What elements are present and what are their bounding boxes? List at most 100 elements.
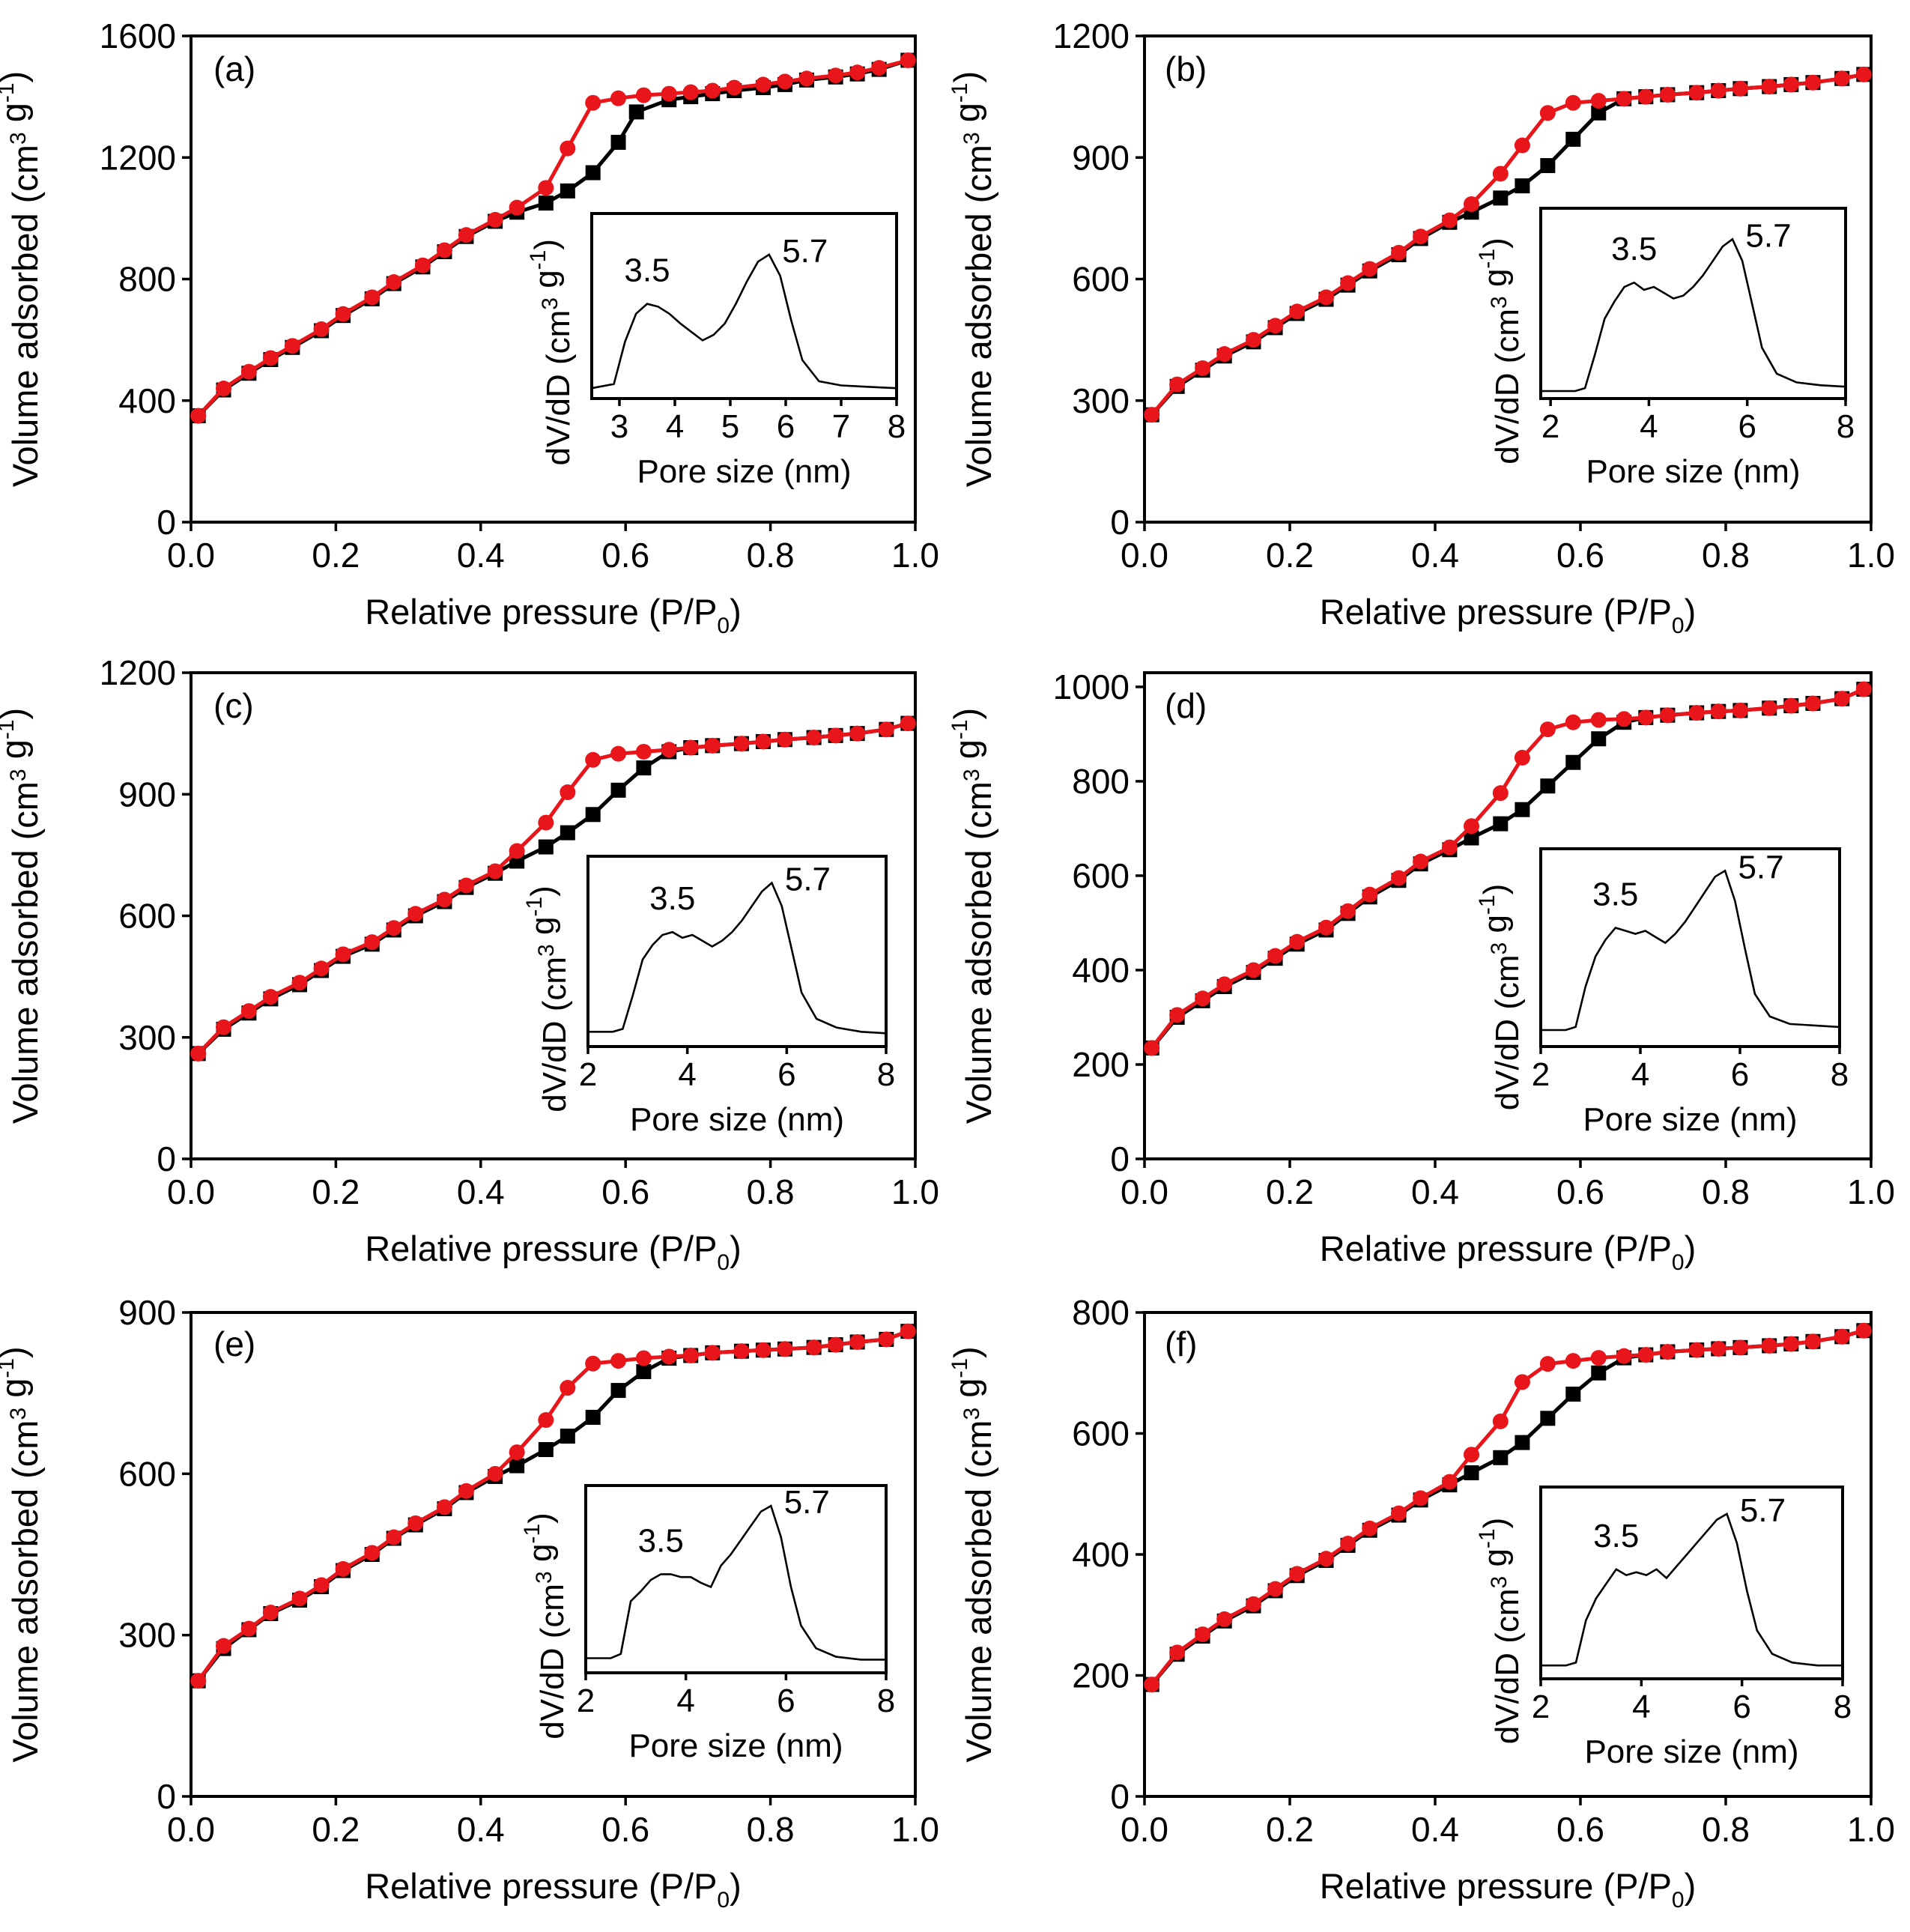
desorption-point [262, 1605, 279, 1621]
desorption-point [733, 736, 750, 752]
inset-x-axis-label: Pore size (nm) [630, 1101, 844, 1138]
x-tick-label: 0.0 [1121, 1172, 1168, 1211]
desorption-point [849, 725, 866, 742]
inset-x-tick-label: 2 [579, 1056, 597, 1093]
x-tick-label: 1.0 [1847, 1172, 1895, 1211]
desorption-point [313, 321, 330, 337]
inset-psd-curve [591, 253, 897, 390]
desorption-point [1289, 1566, 1306, 1582]
desorption-point [1464, 818, 1479, 835]
plot-frame [1143, 671, 1873, 1160]
panel-label: (c) [213, 686, 254, 725]
adsorption-point [1515, 802, 1530, 817]
y-tick-label: 600 [118, 1454, 176, 1493]
desorption-point [1362, 886, 1378, 903]
x-tick-label: 0.2 [312, 1172, 360, 1211]
adsorption-point [509, 1458, 525, 1474]
desorption-point [1761, 1337, 1777, 1354]
desorption-point [1169, 376, 1186, 393]
x-tick-label: 0.4 [1411, 1810, 1459, 1849]
desorption-point [1413, 228, 1429, 245]
desorption-point [1514, 749, 1530, 766]
adsorption-point [1591, 1365, 1607, 1381]
desorption-point [1216, 976, 1233, 993]
desorption-point [216, 1638, 232, 1654]
desorption-point [1710, 82, 1726, 99]
inset-x-tick-label: 2 [1541, 408, 1559, 445]
y-tick-label: 1600 [100, 16, 176, 55]
desorption-point [1514, 137, 1530, 154]
y-tick-label: 0 [157, 503, 176, 542]
desorption-point [1169, 1644, 1186, 1661]
y-tick-label: 1200 [1053, 16, 1130, 55]
inset-x-tick-label: 3 [610, 408, 628, 445]
inset-x-tick-label: 8 [1834, 1689, 1852, 1725]
inset-frame [584, 1484, 888, 1674]
desorption-point [682, 84, 699, 100]
desorption-point [733, 1343, 750, 1360]
chart-panel-f: 0.0 0.2 0.4 0.6 0.8 1.0 0 200 400 600 800 Relative … [947, 1293, 1895, 1913]
inset-psd: 2 4 6 8 Pore size (nm) dV/dD (cm3 g-1) 3.5 5.7 [522, 855, 895, 1138]
x-tick-label: 0.4 [457, 536, 505, 575]
desorption-point [262, 350, 279, 366]
desorption-point [755, 1342, 771, 1358]
x-tick-label: 1.0 [891, 536, 939, 575]
desorption-point [509, 199, 525, 216]
x-tick-label: 0.6 [601, 1172, 649, 1211]
desorption-point [1590, 93, 1607, 109]
desorption-point [407, 906, 424, 922]
desorption-point [1616, 1348, 1632, 1364]
desorption-point [1590, 1350, 1607, 1366]
chart-panel-e: 0.0 0.2 0.4 0.6 0.8 1.0 0 300 600 900 Relative pre… [0, 1293, 939, 1913]
desorption-point [1216, 1611, 1233, 1627]
desorption-point [538, 1412, 554, 1429]
inset-x-tick-label: 6 [777, 408, 795, 445]
x-tick-label: 0.6 [601, 536, 649, 575]
desorption-point [1318, 1551, 1334, 1567]
inset-psd-curve [1541, 237, 1846, 393]
y-tick-label: 300 [1072, 381, 1130, 420]
adsorption-point [1515, 178, 1530, 194]
desorption-point [1732, 1339, 1748, 1356]
y-tick-label: 600 [1072, 260, 1130, 299]
inset-x-tick-label: 7 [832, 408, 850, 445]
y-axis-label: Volume adsorbed (cm3 g-1) [0, 708, 45, 1124]
x-axis-label: Relative pressure (P/P0) [1320, 1866, 1697, 1913]
inset-x-tick-label: 6 [777, 1683, 795, 1719]
inset-x-axis-label: Pore size (nm) [1583, 1101, 1797, 1138]
inset-x-tick-label: 6 [777, 1056, 795, 1093]
desorption-point [538, 180, 554, 196]
desorption-point [1783, 697, 1799, 714]
x-tick-label: 0.6 [1556, 1810, 1604, 1849]
inset-x-tick-label: 2 [1532, 1689, 1550, 1725]
desorption-point [335, 306, 351, 322]
x-tick-label: 0.0 [1121, 536, 1168, 575]
adsorption-point [585, 165, 601, 181]
adsorption-point [538, 1442, 554, 1458]
desorption-point [1539, 721, 1556, 738]
desorption-point [1413, 1490, 1429, 1506]
panel-label: (e) [213, 1324, 255, 1363]
desorption-point [1267, 1581, 1284, 1597]
desorption-point [240, 1620, 257, 1637]
desorption-point [1539, 105, 1556, 121]
desorption-point [1362, 261, 1378, 277]
inset-y-axis-label: dV/dD (cm3 g-1) [522, 885, 573, 1112]
desorption-point [828, 67, 844, 84]
inset-psd: 2 4 6 8 Pore size (nm) dV/dD (cm3 g-1) 3.5 5.7 [1475, 207, 1855, 490]
inset-frame [1539, 207, 1847, 400]
desorption-point [436, 1499, 452, 1515]
desorption-point [1195, 990, 1211, 1007]
desorption-point [1246, 962, 1261, 978]
desorption-point [704, 82, 721, 99]
x-tick-label: 0.2 [1266, 1172, 1314, 1211]
inset-x-tick-label: 8 [1837, 408, 1855, 445]
y-axis-label: Volume adsorbed (cm3 g-1) [0, 1346, 45, 1762]
y-tick-label: 800 [118, 260, 176, 299]
desorption-point [585, 94, 601, 111]
y-tick-label: 600 [118, 897, 176, 936]
adsorption-point [585, 807, 601, 823]
desorption-point [661, 85, 677, 102]
desorption-point [682, 1347, 699, 1363]
inset-peak-label: 5.7 [1740, 1492, 1786, 1529]
